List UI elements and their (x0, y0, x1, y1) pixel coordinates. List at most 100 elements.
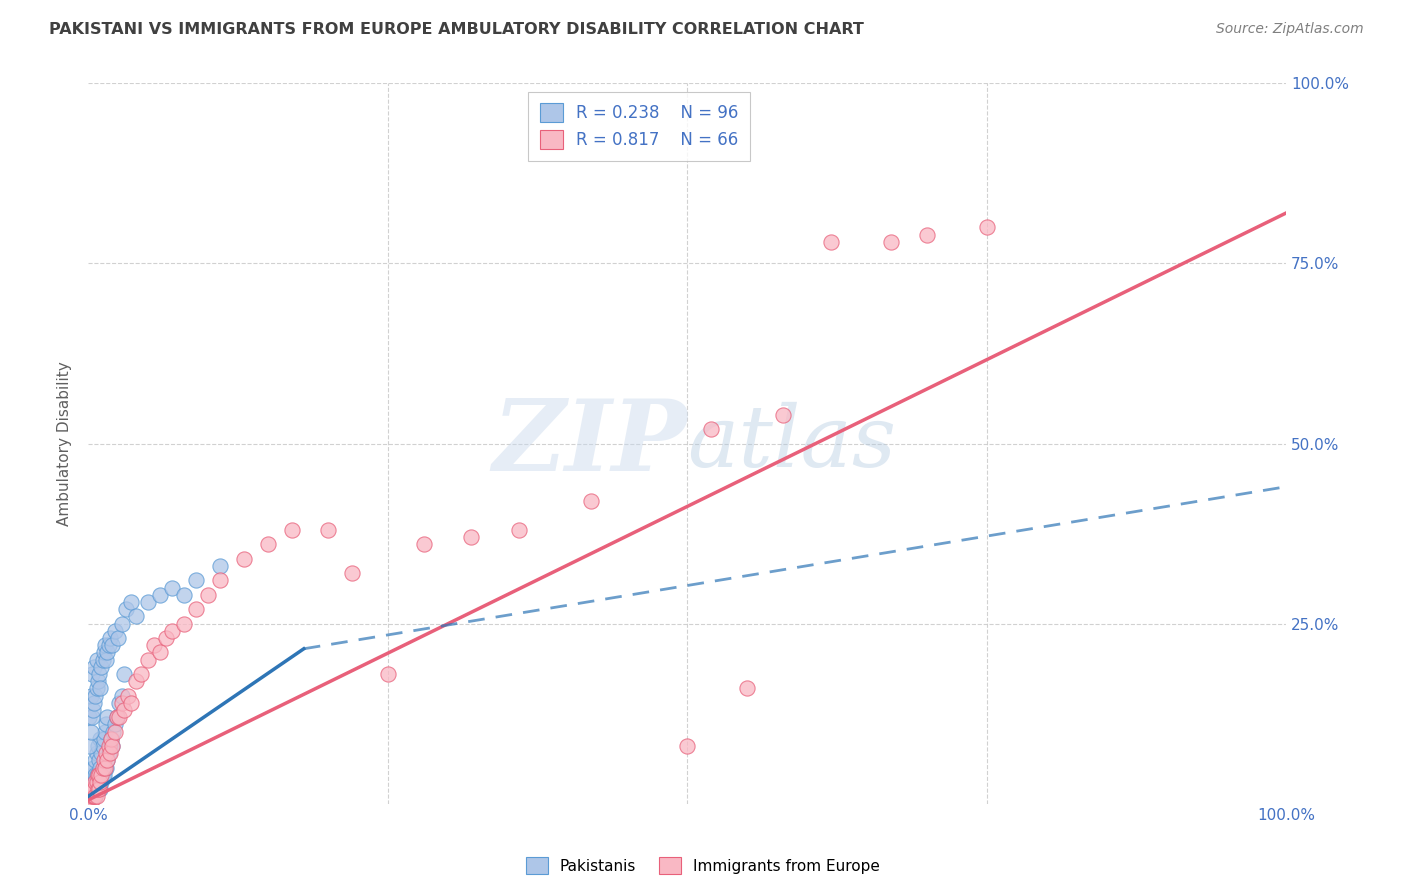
Point (97, 746, 120, 760)
Point (82, 761, 104, 775)
Point (87, 753, 110, 767)
Point (136, 652, 159, 666)
Point (915, 227, 938, 242)
Point (79, 779, 101, 793)
Point (87, 782, 110, 797)
Point (173, 616, 195, 631)
Point (103, 717, 125, 731)
Point (79, 710, 101, 724)
Point (82, 775, 104, 789)
Point (94, 717, 117, 731)
Point (91, 739, 114, 753)
Point (105, 710, 128, 724)
Point (112, 703, 135, 717)
Point (90, 775, 112, 789)
Point (90, 746, 112, 760)
Point (87, 667, 110, 681)
Point (125, 609, 148, 624)
Point (735, 681, 758, 696)
Point (94, 761, 117, 775)
Point (79, 786, 101, 800)
Point (80, 768, 103, 782)
Point (93, 768, 115, 782)
Point (91, 768, 114, 782)
Point (208, 558, 231, 573)
Point (82, 789, 104, 804)
Point (508, 523, 530, 537)
Point (80, 710, 103, 724)
Point (208, 574, 231, 588)
Point (96, 753, 118, 767)
Point (111, 689, 134, 703)
Point (86, 768, 108, 782)
Point (772, 408, 794, 422)
Point (98, 631, 121, 645)
Point (89, 681, 111, 696)
Point (89, 775, 111, 789)
Point (79, 793, 101, 807)
Point (256, 537, 278, 551)
Point (82, 782, 104, 797)
Point (87, 674, 110, 689)
Point (700, 422, 723, 436)
Point (84, 782, 107, 797)
Point (87, 768, 110, 782)
Point (93, 731, 115, 746)
Point (412, 537, 434, 551)
Y-axis label: Ambulatory Disability: Ambulatory Disability (58, 361, 72, 526)
Point (173, 588, 195, 602)
Point (129, 667, 152, 681)
Point (98, 739, 121, 753)
Point (83, 782, 105, 797)
Point (79, 789, 101, 804)
Point (80, 786, 103, 800)
Text: atlas: atlas (688, 402, 896, 485)
Point (340, 566, 363, 581)
Point (820, 235, 842, 249)
Point (97, 638, 120, 652)
Point (86, 782, 108, 797)
Point (377, 667, 399, 681)
Point (90, 768, 112, 782)
Point (86, 652, 108, 666)
Text: PAKISTANI VS IMMIGRANTS FROM EUROPE AMBULATORY DISABILITY CORRELATION CHART: PAKISTANI VS IMMIGRANTS FROM EUROPE AMBU… (49, 22, 865, 37)
Point (87, 768, 110, 782)
Point (120, 595, 142, 609)
Point (79, 782, 101, 797)
Point (80, 793, 103, 807)
Point (184, 574, 207, 588)
Point (79, 786, 101, 800)
Point (94, 761, 117, 775)
Point (87, 782, 110, 797)
Point (98, 746, 121, 760)
Point (86, 746, 108, 760)
Point (83, 696, 105, 710)
Point (107, 631, 129, 645)
Point (80, 789, 103, 804)
Point (83, 782, 105, 797)
Point (79, 775, 101, 789)
Point (87, 768, 110, 782)
Point (84, 789, 107, 804)
Point (93, 645, 115, 659)
Point (79, 793, 101, 807)
Point (80, 789, 103, 804)
Point (79, 793, 101, 807)
Legend: R = 0.238    N = 96, R = 0.817    N = 66: R = 0.238 N = 96, R = 0.817 N = 66 (529, 92, 751, 161)
Point (93, 753, 115, 767)
Point (117, 689, 139, 703)
Point (160, 581, 183, 595)
Point (96, 753, 118, 767)
Point (91, 761, 114, 775)
Point (100, 731, 122, 746)
Point (80, 775, 103, 789)
Point (80, 667, 103, 681)
Point (82, 703, 104, 717)
Point (80, 782, 103, 797)
Point (79, 782, 101, 797)
Point (91, 652, 114, 666)
Point (103, 724, 125, 739)
Point (87, 739, 110, 753)
Point (112, 667, 135, 681)
Point (94, 724, 117, 739)
